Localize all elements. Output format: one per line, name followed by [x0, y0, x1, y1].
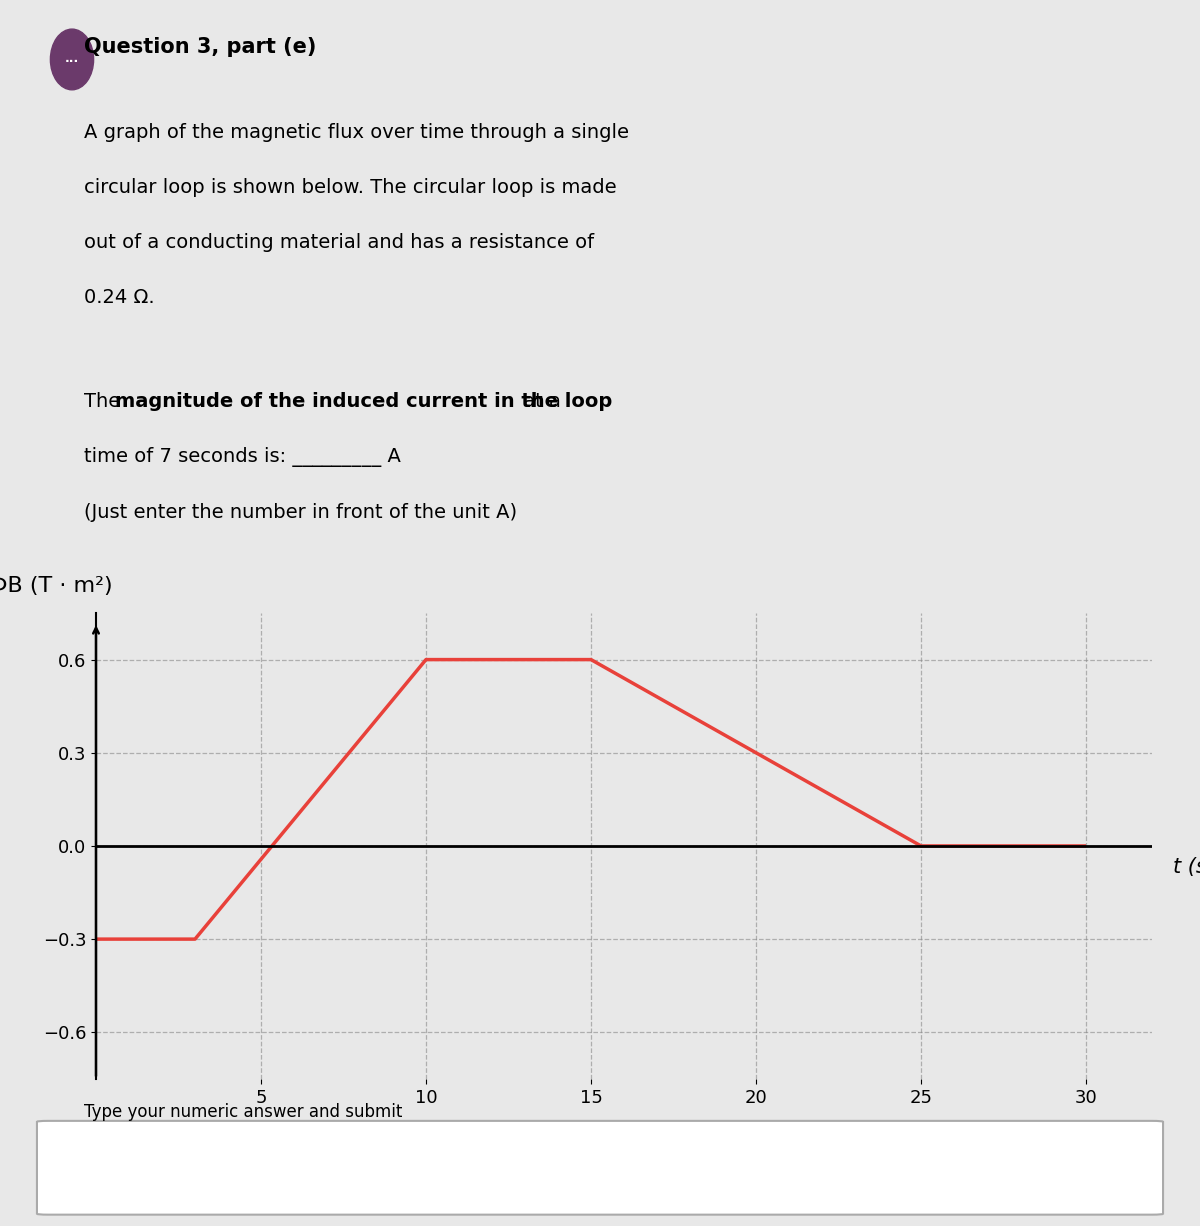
Text: time of 7 seconds is: _________ A: time of 7 seconds is: _________ A: [84, 447, 401, 467]
Text: Question 3, part (e): Question 3, part (e): [84, 37, 317, 56]
Text: A graph of the magnetic flux over time through a single: A graph of the magnetic flux over time t…: [84, 123, 629, 141]
Text: at a: at a: [517, 392, 562, 411]
FancyBboxPatch shape: [37, 1121, 1163, 1215]
Text: (Just enter the number in front of the unit A): (Just enter the number in front of the u…: [84, 503, 517, 521]
Circle shape: [50, 29, 94, 89]
Text: circular loop is shown below. The circular loop is made: circular loop is shown below. The circul…: [84, 178, 617, 196]
Text: ...: ...: [65, 51, 79, 65]
Text: Type your numeric answer and submit: Type your numeric answer and submit: [84, 1103, 402, 1122]
Text: out of a conducting material and has a resistance of: out of a conducting material and has a r…: [84, 233, 594, 251]
Text: t (s): t (s): [1174, 857, 1200, 877]
Text: ΦB (T · m²): ΦB (T · m²): [0, 576, 113, 596]
Text: magnitude of the induced current in the loop: magnitude of the induced current in the …: [115, 392, 612, 411]
Text: 0.24 Ω.: 0.24 Ω.: [84, 288, 155, 306]
Text: The: The: [84, 392, 126, 411]
